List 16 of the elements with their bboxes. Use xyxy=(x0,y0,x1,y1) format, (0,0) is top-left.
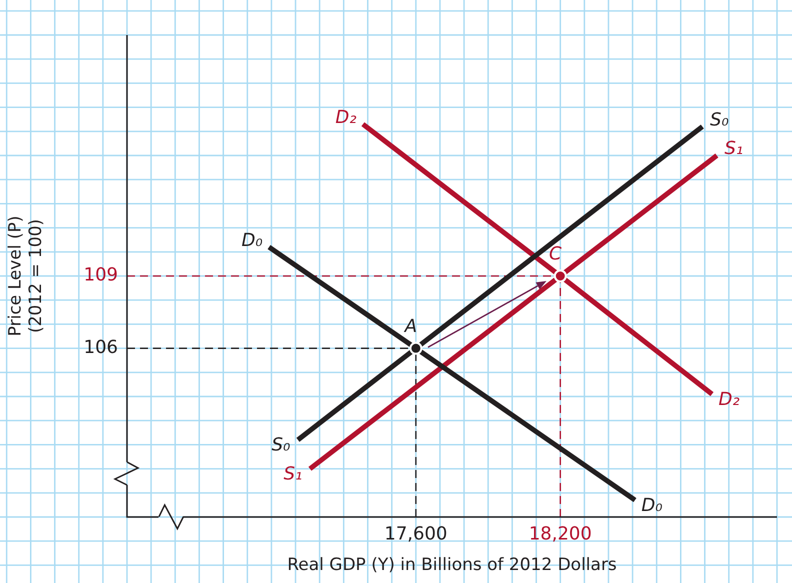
annotation: A xyxy=(404,316,418,337)
y-tick-label: 106 xyxy=(84,336,118,358)
series-label: S₀ xyxy=(710,109,729,130)
x-axis-title: Real GDP (Y) in Billions of 2012 Dollars xyxy=(287,555,617,576)
y-axis-title: Price Level (P) (2012 = 100) xyxy=(6,216,46,336)
x-tick-label: 18,200 xyxy=(528,523,592,544)
y-tick-label: 109 xyxy=(84,264,118,286)
series-label: D₂ xyxy=(335,106,356,128)
series-label: S₁ xyxy=(724,138,744,160)
series-label: D₀ xyxy=(242,230,263,251)
text: S₁ xyxy=(284,463,302,484)
text: D₂ xyxy=(718,388,740,410)
text: S₀ xyxy=(272,434,290,456)
annotation: C xyxy=(549,244,562,265)
x-tick-label: 17,600 xyxy=(384,523,448,544)
text: D₀ xyxy=(641,494,662,516)
